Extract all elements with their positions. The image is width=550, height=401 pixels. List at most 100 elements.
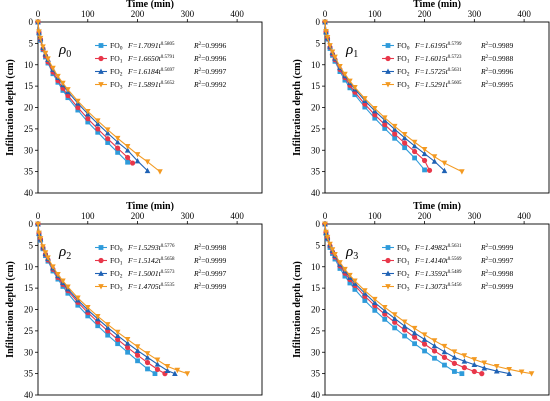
data-point xyxy=(451,360,458,366)
legend-r2-label: R xyxy=(193,67,199,76)
data-point xyxy=(371,105,378,112)
data-point xyxy=(422,348,427,354)
legend-entry: FO2 F=1.3592t0.5489 R2=0.9998 xyxy=(397,269,514,280)
data-point xyxy=(391,315,398,321)
x-tick-label: 200 xyxy=(131,211,145,221)
data-point xyxy=(135,358,140,364)
data-point xyxy=(471,368,477,375)
y-tick-label: 20 xyxy=(311,103,321,113)
data-point xyxy=(426,167,433,173)
data-point xyxy=(371,296,378,303)
series-3: FO3 F=1.3073t0.5456 R2=0.9999 xyxy=(322,221,535,377)
y-tick-label: 35 xyxy=(311,167,321,177)
x-axis-title: Time (min) xyxy=(413,0,461,10)
x-tick-label: 300 xyxy=(468,9,482,19)
legend-r2-exp: 2 xyxy=(486,81,489,86)
data-point xyxy=(164,363,171,370)
data-point xyxy=(392,131,398,137)
y-tick-label: 20 xyxy=(24,103,34,113)
data-point xyxy=(441,348,448,355)
data-point xyxy=(115,145,121,151)
legend-name: FO xyxy=(397,282,407,291)
x-tick-label: 0 xyxy=(323,9,328,19)
y-tick-label: 20 xyxy=(24,305,34,315)
data-point xyxy=(40,44,46,50)
y-tick-label: 5 xyxy=(29,240,34,250)
x-tick-label: 0 xyxy=(36,9,41,19)
data-point xyxy=(40,244,46,250)
data-point xyxy=(95,129,101,135)
data-point xyxy=(145,366,150,372)
data-point xyxy=(157,169,163,175)
legend-r2-label: R xyxy=(193,41,199,50)
legend-name: FO xyxy=(397,67,407,76)
y-tick-label: 35 xyxy=(24,369,34,379)
data-point xyxy=(352,85,358,91)
legend-equation: F=1.5001t xyxy=(127,269,162,278)
y-tick-label: 15 xyxy=(24,81,34,91)
legend-r2-value: =0.9996 xyxy=(201,54,226,63)
legend-name: FO xyxy=(110,54,120,63)
data-point xyxy=(432,355,437,361)
data-point xyxy=(144,354,151,360)
y-axis-title: Infiltration depth (cm) xyxy=(292,59,303,156)
x-tick-label: 100 xyxy=(81,9,95,19)
legend-r2-label: R xyxy=(193,269,199,278)
legend-name-sub: 0 xyxy=(407,248,410,254)
legend-r2-value: =0.9997 xyxy=(201,269,226,278)
data-point xyxy=(347,280,353,286)
data-point xyxy=(94,118,101,124)
data-point xyxy=(104,130,111,136)
legend-equation: F=1.5891t xyxy=(127,80,162,89)
x-tick-label: 400 xyxy=(517,211,531,221)
legend-equation: F=1.3592t xyxy=(414,269,449,278)
legend-entry: FO1 F=1.6015t0.5723 R2=0.9988 xyxy=(397,54,514,65)
legend-entry: FO3 F=1.4705t0.5535 R2=0.9999 xyxy=(110,282,227,293)
y-tick-label: 20 xyxy=(311,305,321,315)
data-point xyxy=(84,108,91,115)
data-point xyxy=(95,126,101,132)
legend-exponent: 0.5776 xyxy=(161,244,175,249)
data-point xyxy=(342,273,348,279)
legend-name-sub: 3 xyxy=(407,85,410,91)
legend-equation: F=1.4982t xyxy=(414,243,449,252)
y-tick-label: 25 xyxy=(24,326,34,336)
legend-name-sub: 0 xyxy=(407,46,410,52)
legend-exponent: 0.5805 xyxy=(161,42,175,47)
panel-label-symbol: ρ xyxy=(345,42,353,58)
legend-r2-exp: 2 xyxy=(199,270,202,275)
legend-exponent: 0.5652 xyxy=(161,81,175,86)
data-point xyxy=(95,323,101,329)
data-point xyxy=(164,367,171,374)
series-3: FO3 F=1.5291t0.5605 R2=0.9995 xyxy=(322,19,514,175)
data-point xyxy=(322,19,328,25)
data-point xyxy=(125,159,130,165)
legend-r2-label: R xyxy=(193,282,199,291)
legend-r2-label: R xyxy=(480,282,486,291)
data-point xyxy=(104,322,111,328)
legend-marker xyxy=(385,82,391,88)
data-point xyxy=(481,365,488,371)
data-point xyxy=(461,365,467,371)
data-point xyxy=(323,29,329,35)
legend-r2-value: =0.9997 xyxy=(488,256,513,265)
data-point xyxy=(401,132,408,138)
data-point xyxy=(372,115,378,121)
data-point xyxy=(172,370,178,377)
legend-name-sub: 0 xyxy=(120,46,123,52)
data-point xyxy=(329,247,336,253)
legend-name: FO xyxy=(397,54,407,63)
y-tick-label: 0 xyxy=(316,219,321,229)
data-point xyxy=(125,344,131,351)
y-tick-label: 40 xyxy=(24,188,34,198)
legend-r2-exp: 2 xyxy=(486,244,489,249)
legend-equation: F=1.4705t xyxy=(127,282,162,291)
data-point xyxy=(50,264,56,270)
x-axis-title: Time (min) xyxy=(126,0,174,10)
data-point xyxy=(402,333,408,339)
data-point xyxy=(391,123,398,130)
legend-name-sub: 2 xyxy=(407,72,410,78)
